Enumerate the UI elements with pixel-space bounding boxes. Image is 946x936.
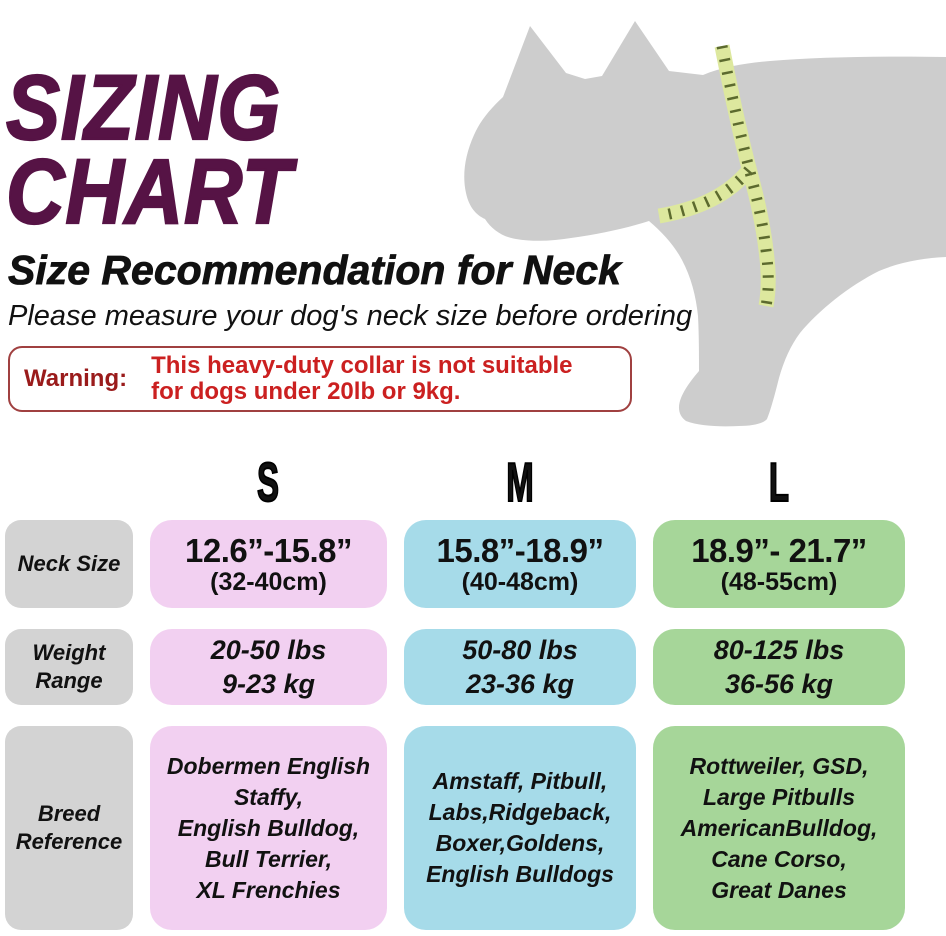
cell-neck-size-m: 15.8”-18.9” (40-48cm): [404, 520, 636, 608]
weight-range-m: 50-80 lbs 23-36 kg: [462, 635, 578, 699]
cell-breeds-m: Amstaff, Pitbull, Labs,Ridgeback, Boxer,…: [404, 726, 636, 930]
warning-label: Warning:: [24, 365, 128, 392]
neck-size-m-inches: 15.8”-18.9”: [436, 531, 604, 569]
neck-size-l-inches: 18.9”- 21.7”: [691, 531, 867, 569]
dog-illustration: [460, 0, 946, 440]
warning-box: Warning: This heavy-duty collar is not s…: [8, 346, 632, 412]
neck-size-s-inches: 12.6”-15.8”: [185, 531, 352, 569]
cell-neck-size-s: 12.6”-15.8” (32-40cm): [150, 520, 387, 608]
measure-note: Please measure your dog's neck size befo…: [8, 300, 693, 332]
cell-breeds-s: Dobermen English Staffy, English Bulldog…: [150, 726, 387, 930]
breeds-l: Rottweiler, GSD, Large Pitbulls American…: [680, 752, 878, 903]
warning-message: This heavy-duty collar is not suitable f…: [151, 353, 572, 405]
weight-range-s: 20-50 lbs 9-23 kg: [210, 635, 327, 699]
measuring-tape-branch: [657, 165, 755, 224]
column-header-m: M: [506, 451, 535, 513]
cell-weight-l: 80-125 lbs 36-56 kg: [653, 629, 905, 705]
column-header-l: L: [768, 451, 790, 513]
neck-size-s-cm: (32-40cm): [210, 567, 327, 596]
dog-silhouette-svg: [464, 21, 946, 427]
subtitle: Size Recommendation for Neck: [8, 247, 622, 294]
warning-line-2: for dogs under 20lb or 9kg.: [151, 378, 461, 405]
cell-weight-s: 20-50 lbs 9-23 kg: [150, 629, 387, 705]
breeds-m: Amstaff, Pitbull, Labs,Ridgeback, Boxer,…: [426, 768, 614, 887]
warning-line-1: This heavy-duty collar is not suitable: [151, 352, 573, 379]
page-title: SIZING CHART: [5, 57, 293, 243]
page-title-line-2: CHART: [5, 141, 293, 243]
measuring-tape-band: [714, 44, 776, 308]
cell-weight-m: 50-80 lbs 23-36 kg: [404, 629, 636, 705]
breeds-s: Dobermen English Staffy, English Bulldog…: [166, 752, 371, 903]
row-header-breed-reference: Breed Reference: [5, 726, 133, 930]
page-title-line-1: SIZING: [5, 57, 282, 159]
row-header-weight-range: Weight Range: [5, 629, 133, 705]
cell-breeds-l: Rottweiler, GSD, Large Pitbulls American…: [653, 726, 905, 930]
weight-range-l: 80-125 lbs 36-56 kg: [713, 635, 845, 699]
dog-silhouette: [464, 21, 946, 427]
row-header-neck-size: Neck Size: [5, 520, 133, 608]
cell-neck-size-l: 18.9”- 21.7” (48-55cm): [653, 520, 905, 608]
column-header-s: S: [256, 451, 280, 513]
neck-size-m-cm: (40-48cm): [461, 567, 579, 596]
size-table: Neck Size 12.6”-15.8” (32-40cm) 15.8”-18…: [5, 520, 905, 930]
neck-size-l-cm: (48-55cm): [720, 567, 838, 596]
